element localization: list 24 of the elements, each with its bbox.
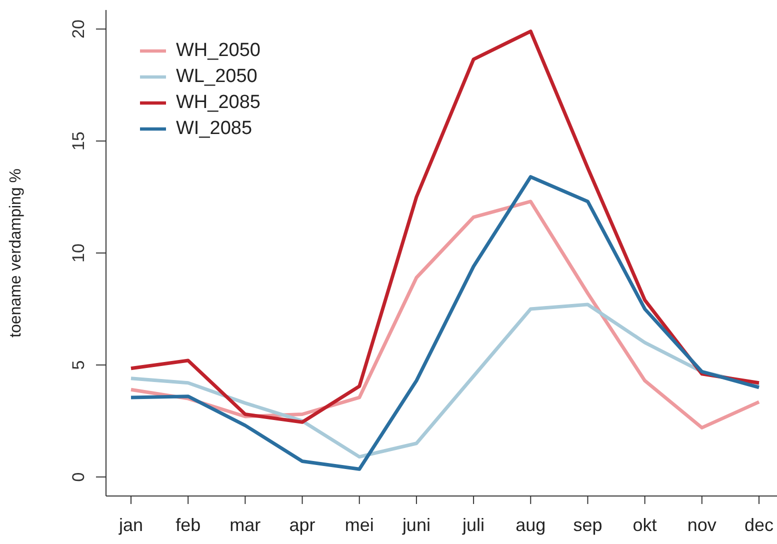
legend-label: WL_2050 <box>176 66 258 88</box>
line-series <box>129 30 761 424</box>
x-tick-label: apr <box>289 514 316 535</box>
x-tick-label: okt <box>632 514 657 535</box>
x-tick-label: feb <box>176 514 201 535</box>
x-tick-label: mei <box>344 514 374 535</box>
y-tick-label: 20 <box>69 20 88 38</box>
line-series <box>129 175 761 471</box>
legend-label: WH_2085 <box>176 92 260 114</box>
x-tick-label: aug <box>516 514 546 535</box>
legend-label: WI_2085 <box>176 118 252 140</box>
legend-label: WH_2050 <box>176 40 260 62</box>
x-tick-label: mar <box>230 514 261 535</box>
x-tick-label: jan <box>118 514 144 535</box>
x-tick-label: juni <box>401 514 430 535</box>
y-tick-label: 5 <box>69 360 88 370</box>
x-tick-label: juli <box>462 514 485 535</box>
y-tick-label: 0 <box>69 472 88 482</box>
x-tick-label: sep <box>573 514 602 535</box>
x-tick-label: dec <box>744 514 774 535</box>
x-tick-label: nov <box>687 514 716 535</box>
y-tick-label: 15 <box>69 132 88 150</box>
y-axis-title: toename verdamping % <box>8 168 25 338</box>
y-tick-label: 10 <box>69 244 88 262</box>
